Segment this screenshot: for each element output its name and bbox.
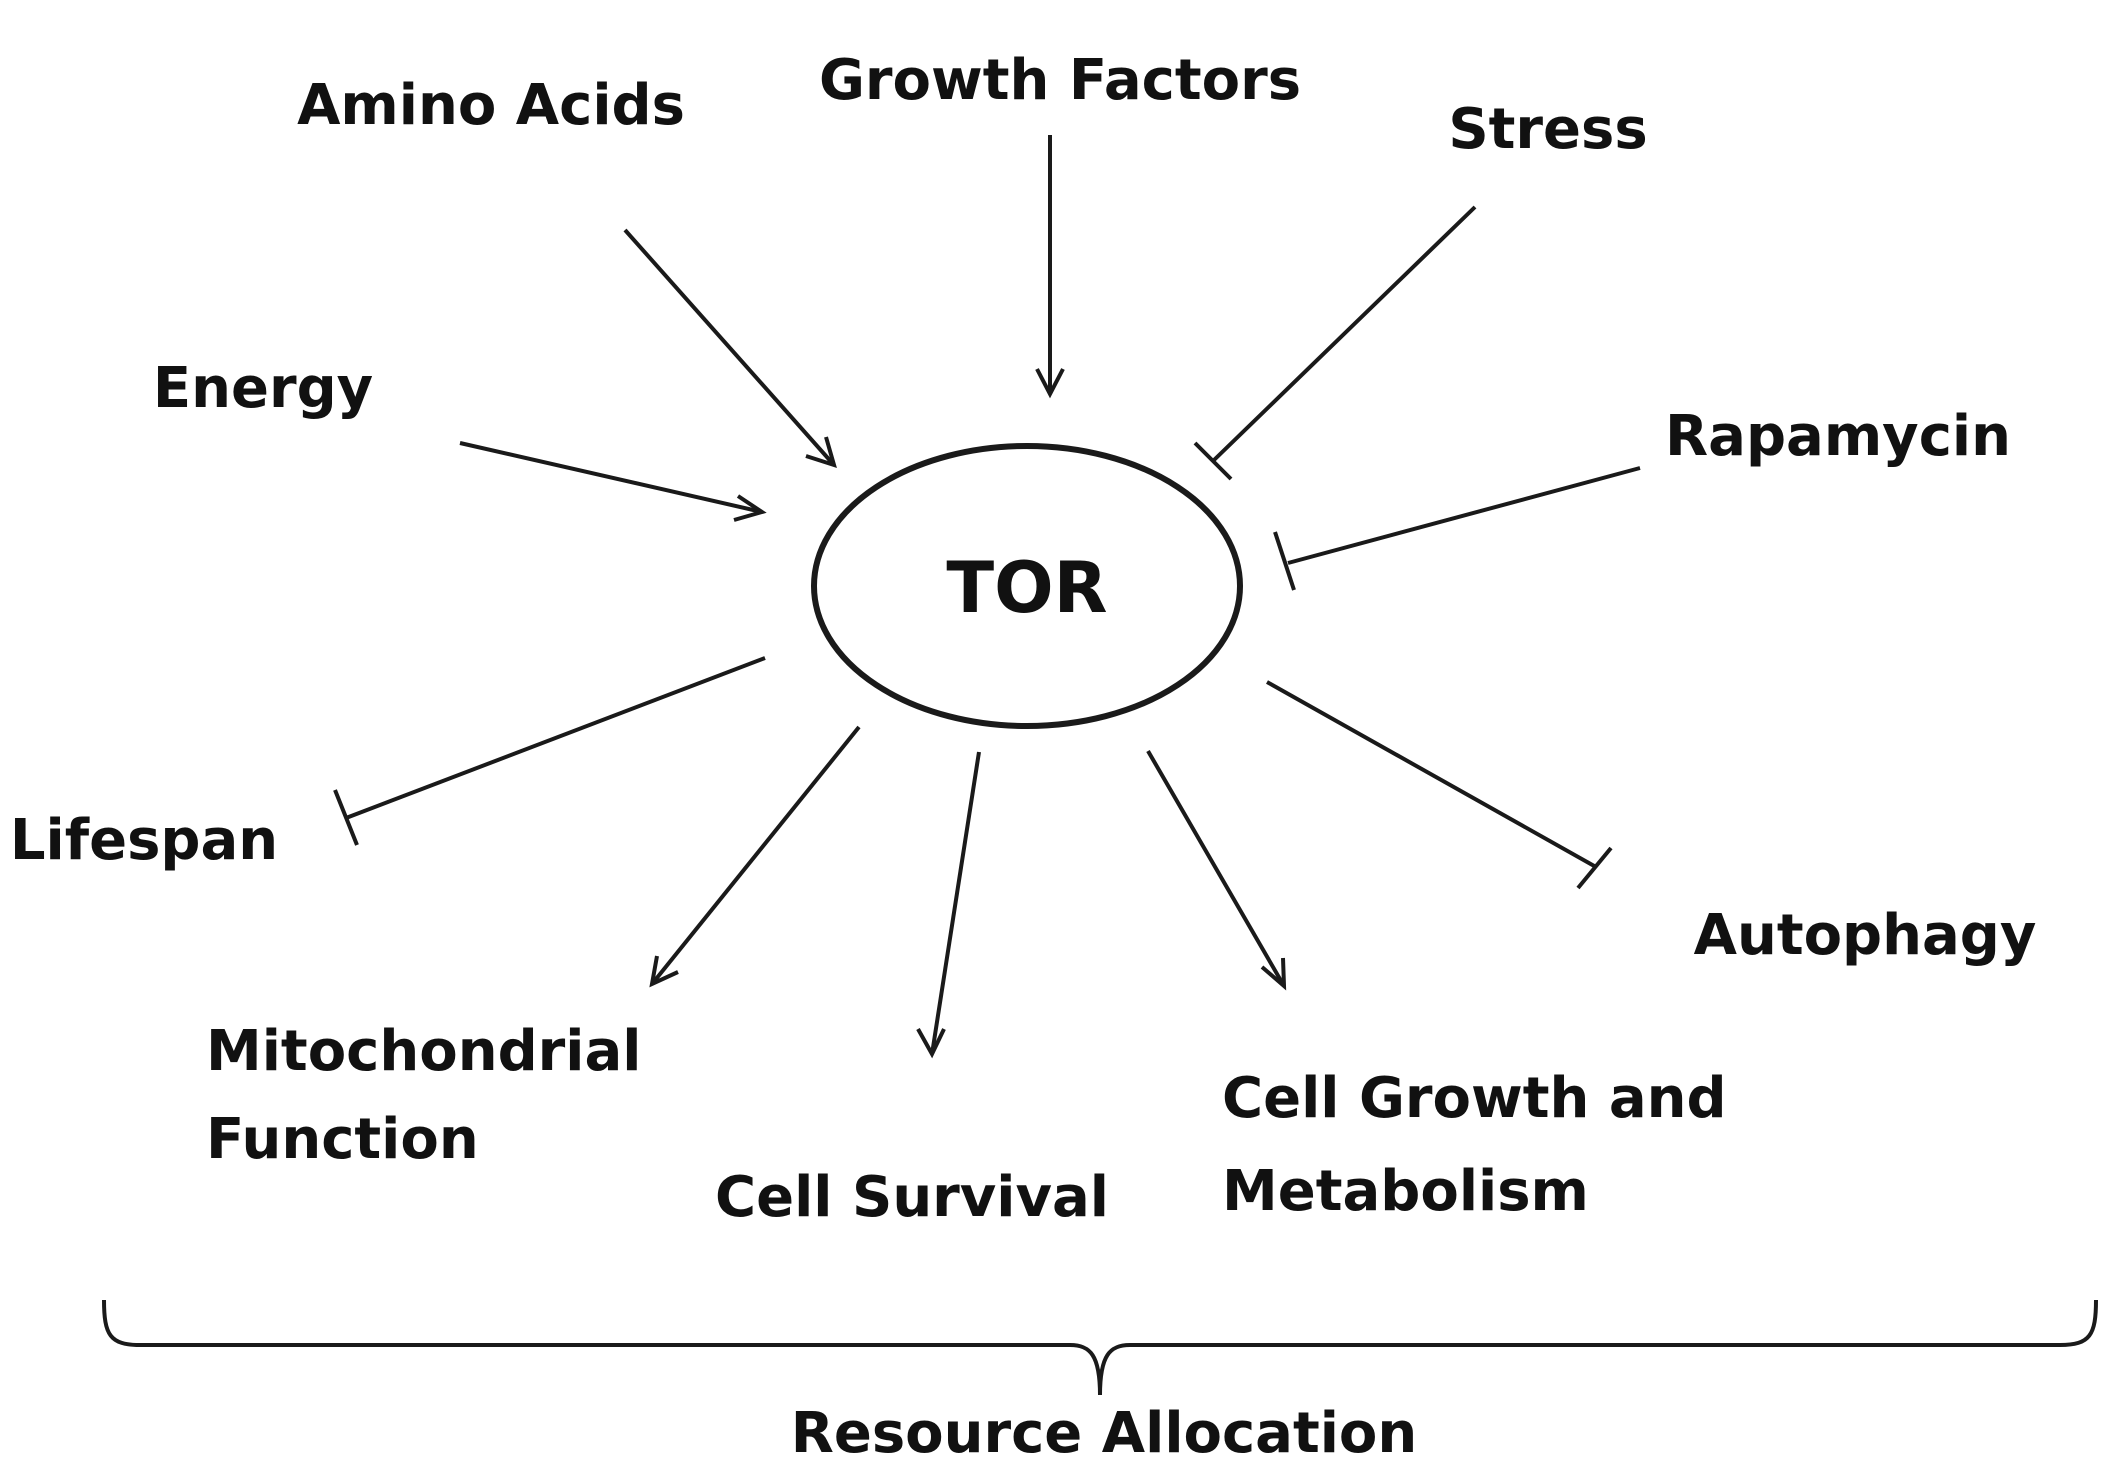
resource-allocation-group: Resource Allocation — [104, 1300, 2096, 1466]
edge-lifespan — [335, 658, 765, 845]
edge-rapamycin — [1275, 468, 1640, 590]
arrowhead-icon — [1262, 958, 1284, 986]
curly-brace-icon — [104, 1300, 2096, 1395]
label-cell-growth-line2: Metabolism — [1222, 1159, 1589, 1224]
label-mitochondrial-line1: Mitochondrial — [206, 1019, 641, 1084]
label-mitochondrial-line2: Function — [206, 1107, 479, 1172]
edge-growth-factors — [1037, 135, 1063, 394]
label-resource-allocation: Resource Allocation — [791, 1401, 1418, 1466]
edge-stress — [1195, 207, 1475, 479]
edge-autophagy — [1267, 682, 1611, 888]
inhibition-bar-icon — [335, 790, 357, 845]
label-energy: Energy — [153, 356, 373, 421]
label-growth-factors: Growth Factors — [819, 48, 1301, 113]
label-cell-survival: Cell Survival — [715, 1165, 1109, 1230]
label-lifespan: Lifespan — [10, 808, 278, 873]
label-rapamycin: Rapamycin — [1665, 404, 2011, 469]
label-amino-acids: Amino Acids — [297, 73, 685, 138]
inhibition-bar-icon — [1578, 848, 1611, 888]
edge-energy — [460, 443, 762, 520]
tor-node: TOR — [814, 446, 1240, 726]
edge-mitochondrial-function — [652, 727, 859, 984]
label-stress: Stress — [1448, 97, 1647, 162]
tor-label: TOR — [946, 547, 1107, 629]
label-cell-growth-line1: Cell Growth and — [1222, 1066, 1727, 1131]
edge-cell-growth — [1148, 751, 1284, 986]
edge-cell-survival — [918, 752, 979, 1054]
arrowhead-icon — [918, 1029, 944, 1054]
edge-amino-acids — [625, 230, 834, 465]
label-autophagy: Autophagy — [1694, 903, 2037, 968]
